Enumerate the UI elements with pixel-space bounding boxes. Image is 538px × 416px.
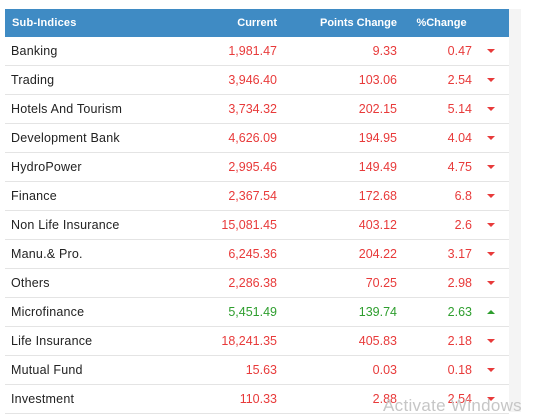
row-pct-change: 0.47 [447,44,472,58]
triangle-down-icon [486,165,495,169]
table-row[interactable]: HydroPower 2,995.46 149.49 4.75 [5,153,509,182]
row-pct-change: 4.75 [447,160,472,174]
row-name: Mutual Fund [11,363,83,377]
triangle-down-icon [486,107,495,111]
table-header: Sub-Indices Current Points Change %Chang… [5,9,509,37]
row-pct-change: 3.17 [447,247,472,261]
row-arrow [472,339,509,343]
row-current: 4,626.09 [228,131,277,145]
row-current: 2,367.54 [228,189,277,203]
row-arrow [472,107,509,111]
row-pct-change: 2.54 [447,392,472,406]
table-row[interactable]: Development Bank 4,626.09 194.95 4.04 [5,124,509,153]
row-current: 18,241.35 [221,334,277,348]
row-arrow [472,397,509,401]
triangle-down-icon [486,252,495,256]
row-points-change: 2.88 [372,392,397,406]
row-points-change: 172.68 [358,189,397,203]
row-pct-change: 4.04 [447,131,472,145]
table-row[interactable]: Microfinance 5,451.49 139.74 2.63 [5,298,509,327]
row-points-change: 103.06 [358,73,397,87]
table-row[interactable]: Manu.& Pro. 6,245.36 204.22 3.17 [5,240,509,269]
row-name: Life Insurance [11,334,93,348]
row-points-change: 405.83 [358,334,397,348]
row-current: 15,081.45 [221,218,277,232]
table-row[interactable]: Non Life Insurance 15,081.45 403.12 2.6 [5,211,509,240]
table-row[interactable]: Hotels And Tourism 3,734.32 202.15 5.14 [5,95,509,124]
row-current: 5,451.49 [228,305,277,319]
row-name: Finance [11,189,57,203]
row-name: Investment [11,392,75,406]
row-pct-change: 5.14 [447,102,472,116]
triangle-down-icon [486,136,495,140]
row-arrow [472,136,509,140]
row-name: Trading [11,73,55,87]
header-points-change[interactable]: Points Change [319,17,397,29]
row-pct-change: 2.98 [447,276,472,290]
row-pct-change: 2.6 [454,218,472,232]
row-points-change: 403.12 [358,218,397,232]
table-row[interactable]: Banking 1,981.47 9.33 0.47 [5,37,509,66]
triangle-down-icon [486,339,495,343]
row-pct-change: 2.18 [447,334,472,348]
row-points-change: 202.15 [358,102,397,116]
row-points-change: 70.25 [365,276,397,290]
header-pct-change[interactable]: %Change [416,17,467,29]
row-current: 3,734.32 [228,102,277,116]
triangle-up-icon [486,310,495,314]
triangle-down-icon [486,194,495,198]
table-row[interactable]: Finance 2,367.54 172.68 6.8 [5,182,509,211]
activate-windows-watermark: Activate Windows [383,396,522,415]
row-name: Hotels And Tourism [11,102,123,116]
row-current: 2,286.38 [228,276,277,290]
row-points-change: 204.22 [358,247,397,261]
row-name: Microfinance [11,305,85,319]
row-pct-change: 0.18 [447,363,472,377]
row-current: 110.33 [239,392,277,406]
table-row[interactable]: Trading 3,946.40 103.06 2.54 [5,66,509,95]
row-name: Manu.& Pro. [11,247,83,261]
scrollbar[interactable] [509,9,521,412]
row-arrow [472,252,509,256]
triangle-down-icon [486,281,495,285]
row-points-change: 0.03 [372,363,397,377]
row-arrow [472,223,509,227]
row-current: 15.63 [245,363,277,377]
row-arrow [472,194,509,198]
row-pct-change: 2.54 [447,73,472,87]
triangle-down-icon [486,397,495,401]
triangle-down-icon [486,368,495,372]
row-arrow [472,368,509,372]
row-name: Banking [11,44,58,58]
row-name: HydroPower [11,160,82,174]
row-name: Others [11,276,50,290]
row-name: Development Bank [11,131,120,145]
triangle-down-icon [486,223,495,227]
table-row[interactable]: Others 2,286.38 70.25 2.98 [5,269,509,298]
header-current[interactable]: Current [237,17,277,29]
row-points-change: 194.95 [358,131,397,145]
row-arrow [472,310,509,314]
table-body: Banking 1,981.47 9.33 0.47 Trading 3,946.40 10… [5,37,509,414]
row-current: 1,981.47 [228,44,277,58]
row-pct-change: 2.63 [447,305,472,319]
sub-indices-table: Sub-Indices Current Points Change %Chang… [5,9,509,414]
row-current: 2,995.46 [228,160,277,174]
row-points-change: 139.74 [358,305,397,319]
row-arrow [472,281,509,285]
row-points-change: 149.49 [358,160,397,174]
header-sub-indices[interactable]: Sub-Indices [12,17,77,29]
table-row[interactable]: Mutual Fund 15.63 0.03 0.18 [5,356,509,385]
triangle-down-icon [486,78,495,82]
row-arrow [472,165,509,169]
row-pct-change: 6.8 [454,189,472,203]
row-current: 3,946.40 [228,73,277,87]
row-current: 6,245.36 [228,247,277,261]
triangle-down-icon [486,49,495,53]
row-points-change: 9.33 [372,44,397,58]
row-name: Non Life Insurance [11,218,120,232]
table-row[interactable]: Life Insurance 18,241.35 405.83 2.18 [5,327,509,356]
row-arrow [472,78,509,82]
row-arrow [472,49,509,53]
